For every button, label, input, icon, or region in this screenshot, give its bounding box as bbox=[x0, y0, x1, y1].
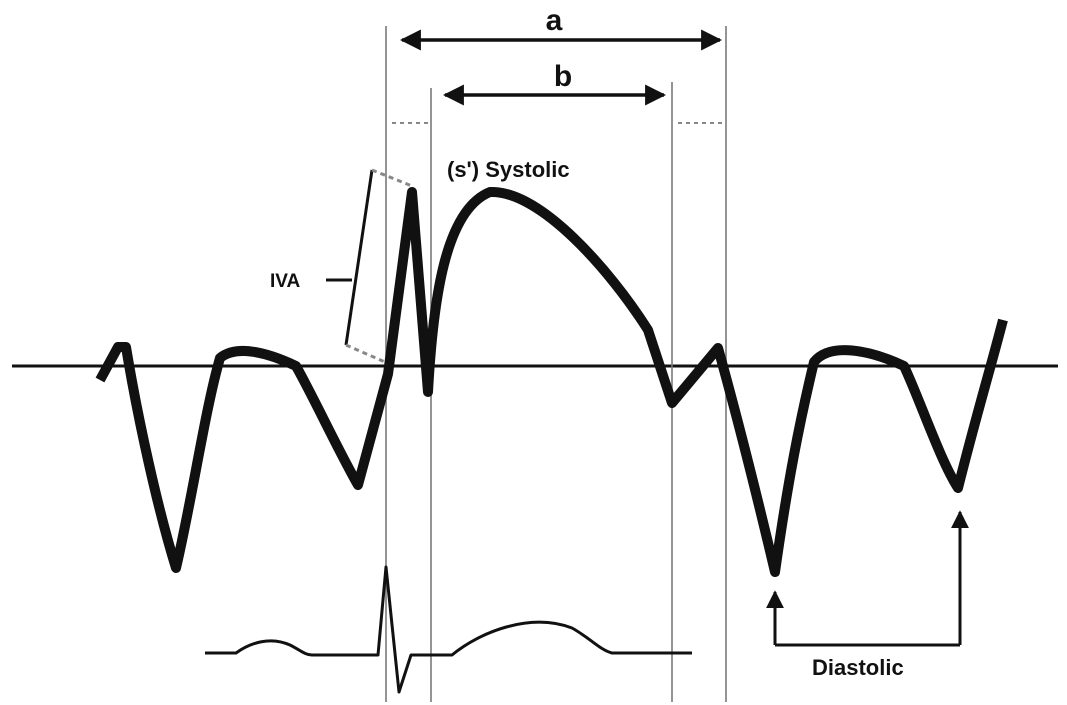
vertical-guides bbox=[385, 26, 727, 702]
iva-dash-top bbox=[371, 168, 413, 188]
interval-a-label: a bbox=[546, 4, 563, 37]
diastolic-label: Diastolic bbox=[812, 655, 904, 680]
diastolic-indicator bbox=[766, 510, 969, 647]
iva-dash-bottom bbox=[345, 343, 386, 364]
iva-label: IVA bbox=[270, 271, 301, 292]
interval-b-label: b bbox=[554, 60, 572, 93]
iva-slope-line bbox=[344, 169, 374, 346]
tissue-doppler-wave bbox=[95, 186, 1008, 577]
ecg-trace bbox=[205, 565, 692, 694]
systolic-label: (s') Systolic bbox=[447, 157, 570, 182]
iva-indicator bbox=[326, 168, 413, 364]
